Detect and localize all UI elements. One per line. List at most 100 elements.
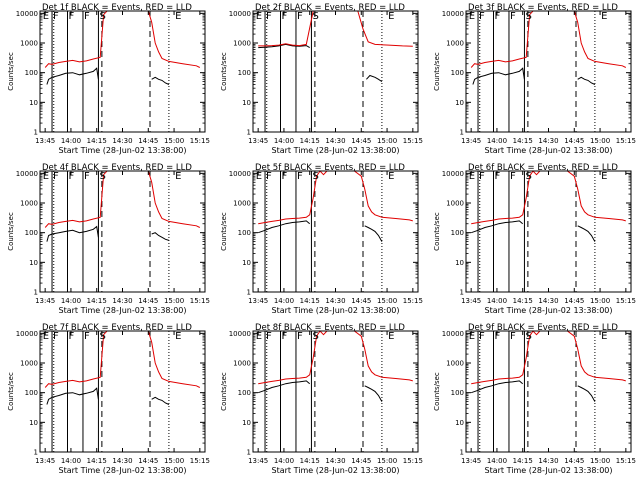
- y-tick-label: 10: [29, 419, 38, 427]
- mode-label: F: [479, 11, 485, 22]
- mode-label: F: [479, 171, 485, 182]
- x-tick-label: 14:45: [138, 297, 158, 305]
- panel-det-8: Det 8f BLACK = Events, RED = LLD Counts/s…: [220, 323, 423, 475]
- y-tick-label: 10: [455, 99, 464, 107]
- mode-label: S: [525, 11, 531, 22]
- mode-label: F: [266, 331, 272, 342]
- series-events-segment2: [151, 76, 170, 85]
- mode-label: E: [175, 171, 181, 182]
- x-tick-label: 15:15: [190, 457, 210, 465]
- series-events: [46, 67, 99, 85]
- y-axis-label: Counts/sec: [7, 372, 15, 411]
- x-tick-label: 14:45: [564, 137, 584, 145]
- x-tick-label: 14:45: [351, 137, 371, 145]
- x-axis-label: Start Time (28-Jun-02 13:38:00): [272, 306, 400, 315]
- series-events: [472, 67, 525, 85]
- mode-label: F: [84, 171, 90, 182]
- y-tick-label: 10000: [229, 10, 251, 18]
- y-axis-label: Counts/sec: [433, 52, 441, 91]
- series-events-segment2: [577, 385, 596, 402]
- mode-label: E: [469, 331, 475, 342]
- x-tick-label: 15:00: [164, 457, 184, 465]
- x-tick-label: 13:45: [461, 457, 481, 465]
- mode-label: F: [69, 11, 75, 22]
- x-tick-label: 14:15: [513, 457, 533, 465]
- x-tick-label: 15:00: [590, 137, 610, 145]
- x-tick-label: 14:45: [138, 137, 158, 145]
- y-tick-label: 100: [238, 389, 251, 397]
- x-tick-label: 14:45: [564, 297, 584, 305]
- plot-frame: [39, 10, 206, 133]
- mode-label: E: [43, 331, 49, 342]
- x-axis-label: Start Time (28-Jun-02 13:38:00): [272, 466, 400, 475]
- panel-title: Det 9f BLACK = Events, RED = LLD: [468, 323, 618, 333]
- plot-frame: [252, 10, 419, 133]
- x-axis-label: Start Time (28-Jun-02 13:38:00): [59, 466, 187, 475]
- mode-label: E: [256, 171, 262, 182]
- plot-frame: [465, 170, 632, 293]
- panel-title: Det 6f BLACK = Events, RED = LLD: [468, 163, 618, 173]
- x-tick-label: 14:15: [300, 457, 320, 465]
- x-tick-label: 13:45: [248, 137, 268, 145]
- plot-frame: [39, 330, 206, 453]
- panel-title: Det 3f BLACK = Events, RED = LLD: [468, 3, 618, 13]
- x-axis-label: Start Time (28-Jun-02 13:38:00): [485, 146, 613, 155]
- x-axis-label: Start Time (28-Jun-02 13:38:00): [59, 306, 187, 315]
- panel-det-3: Det 3f BLACK = Events, RED = LLD Counts/s…: [433, 3, 636, 155]
- series-events: [46, 225, 99, 242]
- mode-label: F: [495, 171, 501, 182]
- panel-title: Det 8f BLACK = Events, RED = LLD: [255, 323, 405, 333]
- series-events-segment2: [366, 74, 383, 83]
- mode-label: F: [53, 331, 59, 342]
- y-tick-label: 10000: [229, 330, 251, 338]
- y-tick-label: 1: [34, 289, 38, 297]
- mode-label: F: [297, 171, 303, 182]
- series-events-segment2: [364, 225, 383, 242]
- y-axis-label: Counts/sec: [433, 212, 441, 251]
- series-events-segment2: [364, 385, 383, 402]
- mode-label: F: [297, 331, 303, 342]
- series-events-segment2: [577, 225, 596, 242]
- panel-det-7: Det 7f BLACK = Events, RED = LLD Counts/s…: [7, 323, 210, 475]
- series-events: [258, 43, 310, 49]
- mode-label: F: [282, 171, 288, 182]
- y-tick-label: 1: [247, 129, 251, 137]
- x-tick-label: 14:15: [300, 137, 320, 145]
- mode-label: E: [601, 171, 607, 182]
- x-axis-label: Start Time (28-Jun-02 13:38:00): [272, 146, 400, 155]
- y-tick-label: 1000: [233, 360, 251, 368]
- series-events: [471, 380, 524, 394]
- mode-label: S: [312, 11, 318, 22]
- y-tick-label: 1000: [233, 200, 251, 208]
- x-tick-label: 14:45: [351, 457, 371, 465]
- y-tick-label: 10000: [229, 170, 251, 178]
- y-tick-label: 100: [25, 69, 38, 77]
- y-tick-label: 100: [451, 69, 464, 77]
- y-axis-label: Counts/sec: [220, 212, 228, 251]
- x-tick-label: 14:30: [325, 297, 345, 305]
- mode-label: E: [43, 11, 49, 22]
- x-tick-label: 14:30: [538, 457, 558, 465]
- x-tick-label: 13:45: [461, 137, 481, 145]
- series-events: [258, 380, 311, 394]
- mode-label: F: [84, 331, 90, 342]
- panel-det-9: Det 9f BLACK = Events, RED = LLD Counts/s…: [433, 323, 636, 475]
- x-tick-label: 14:30: [112, 137, 132, 145]
- mode-label: F: [510, 331, 516, 342]
- mode-label: F: [479, 331, 485, 342]
- x-tick-label: 14:45: [564, 457, 584, 465]
- x-tick-label: 15:15: [403, 457, 423, 465]
- y-tick-label: 1: [460, 449, 464, 457]
- y-tick-label: 10000: [442, 10, 464, 18]
- mode-label: E: [601, 11, 607, 22]
- mode-label: F: [282, 331, 288, 342]
- x-tick-label: 15:00: [377, 297, 397, 305]
- series-events-segment2: [151, 396, 170, 405]
- y-tick-label: 10: [242, 259, 251, 267]
- x-tick-label: 14:45: [351, 297, 371, 305]
- x-tick-label: 13:45: [461, 297, 481, 305]
- series-events-segment2: [151, 232, 170, 241]
- mode-label: E: [256, 331, 262, 342]
- mode-label: E: [601, 331, 607, 342]
- mode-label: F: [69, 331, 75, 342]
